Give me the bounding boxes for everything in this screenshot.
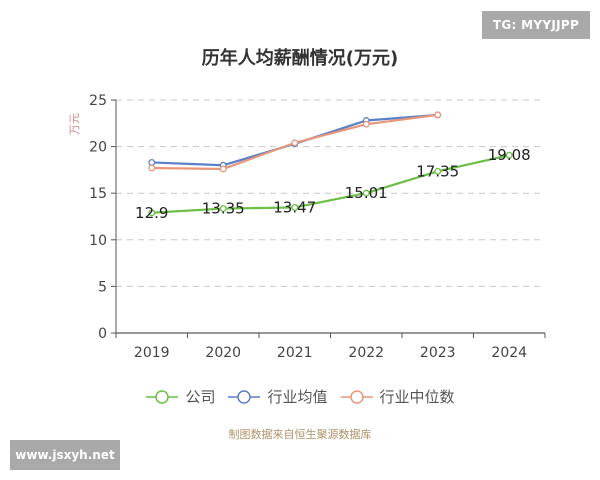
legend-item[interactable]: 公司 (145, 386, 215, 407)
data-point (148, 209, 156, 217)
legend-label: 行业中位数 (379, 388, 455, 406)
legend-item[interactable]: 行业均值 (227, 386, 328, 407)
data-point (434, 111, 442, 119)
data-label: 17.35 (416, 162, 459, 180)
x-tick-label: 2022 (348, 345, 384, 361)
y-tick-label: 0 (98, 326, 107, 342)
data-label: 13.47 (273, 198, 316, 216)
data-point (434, 167, 442, 175)
legend: 公司 行业均值 行业中位数 (0, 386, 600, 409)
data-labels: 12.9 13.35 13.47 15.01 17.35 19.08 (135, 146, 531, 222)
data-label: 19.08 (488, 146, 531, 164)
watermark-bottom-left: www.jsxyh.net (10, 440, 120, 470)
data-point (148, 158, 156, 166)
source-note: 制图数据来自恒生聚源数据库 (228, 428, 372, 441)
gridlines (116, 99, 545, 287)
legend-line-circle-icon (340, 389, 373, 404)
x-tick-label: 2020 (205, 345, 241, 361)
x-tick-label: 2019 (134, 345, 170, 361)
data-point (291, 139, 299, 147)
y-tick-label: 25 (89, 93, 107, 109)
data-label: 15.01 (345, 184, 388, 202)
y-tick-label: 20 (89, 140, 107, 156)
legend-label: 行业均值 (267, 388, 328, 406)
y-tick-label: 5 (98, 279, 107, 295)
data-point (148, 164, 156, 172)
legend-line-circle-icon (228, 389, 261, 404)
series-line (151, 154, 510, 214)
data-point (362, 189, 370, 197)
y-tick-label: 10 (89, 233, 107, 249)
axes: 0 5 10 15 20 25 2019 2020 2021 2022 2023 2024 (89, 93, 546, 361)
data-point (291, 204, 299, 211)
data-point (219, 165, 227, 173)
legend-line-circle-icon (146, 389, 179, 404)
y-tick-label: 15 (89, 186, 107, 202)
series-lines (148, 111, 513, 217)
data-point (219, 205, 227, 213)
y-axis-label: 万元 (68, 113, 81, 135)
data-label: 12.9 (135, 204, 168, 222)
data-point (505, 151, 513, 159)
legend-label: 公司 (185, 388, 216, 406)
x-tick-label: 2023 (420, 345, 456, 361)
x-tick-label: 2021 (277, 345, 313, 361)
chart-title: 历年人均薪酬情况(万元) (201, 48, 399, 69)
data-label: 13.35 (202, 200, 245, 218)
x-tick-label: 2024 (491, 345, 527, 361)
watermark-top-right: TG: MYYJJPP (482, 11, 590, 39)
data-point (362, 120, 370, 128)
legend-item[interactable]: 行业中位数 (340, 386, 455, 407)
